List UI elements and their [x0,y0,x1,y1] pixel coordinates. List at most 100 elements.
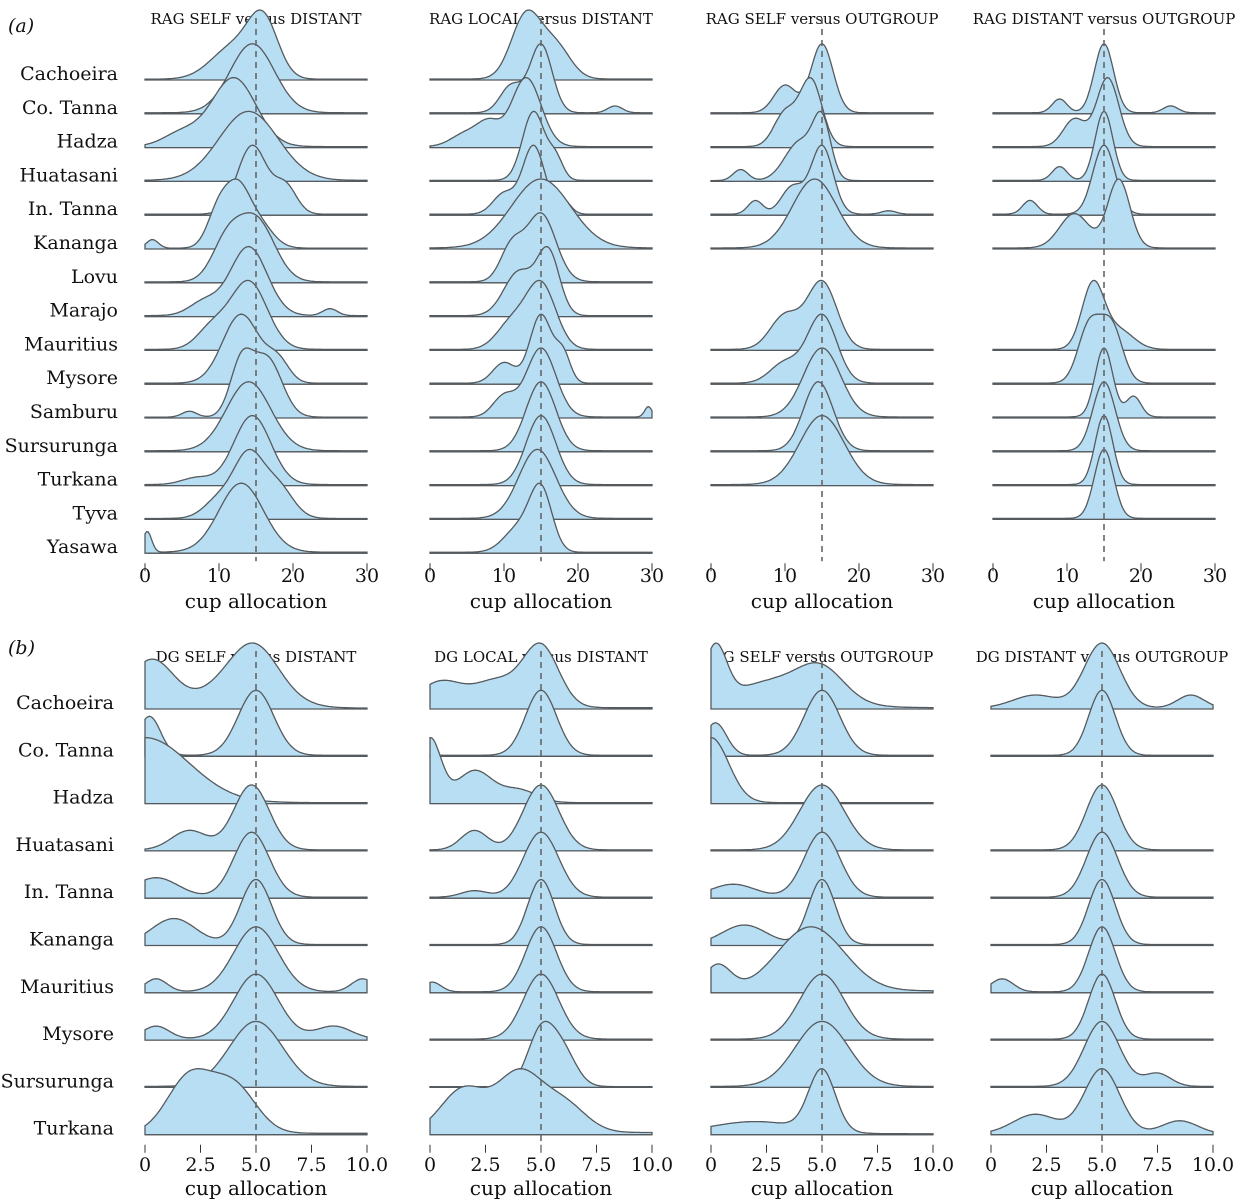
x-axis-label: cup allocation [751,1176,894,1200]
x-tick-label: 0 [985,1154,997,1176]
ridge-sursurunga [710,1020,934,1089]
x-tick-label: 20 [281,565,305,587]
x-tick-label: 5.0 [526,1154,556,1176]
x-tick-label: 2.5 [185,1154,215,1176]
group-label-mysore: Mysore [42,1023,114,1045]
ridge-co-tanna [144,689,368,757]
ridge-co-tanna [429,689,653,757]
ridge-huatasani [429,110,653,183]
subplot-dg-local-versus-distant: DG LOCAL versus DISTANT02.55.07.510.0cup… [424,642,673,1200]
group-label-marajo: Marajo [49,300,118,322]
x-tick-label: 30 [640,565,664,587]
ridge-kananga [710,878,934,947]
x-tick-label: 2.5 [1031,1154,1061,1176]
x-tick-label: 20 [566,565,590,587]
x-tick-label: 10.0 [1192,1154,1234,1176]
x-tick-label: 0 [424,565,436,587]
group-label-kananga: Kananga [33,232,118,254]
x-tick-label: 20 [1129,565,1153,587]
x-tick-label: 0 [987,565,999,587]
group-label-mauritius: Mauritius [20,976,114,998]
x-tick-label: 5.0 [241,1154,271,1176]
panel-label: (a) [8,15,34,37]
group-label-samburu: Samburu [30,401,118,423]
ridge-turkana [990,1068,1214,1136]
group-label-mauritius: Mauritius [24,333,118,355]
x-tick-label: 5.0 [807,1154,837,1176]
x-tick-label: 10 [773,565,797,587]
group-label-kananga: Kananga [29,929,114,951]
group-label-turkana: Turkana [34,1118,114,1140]
x-axis-label: cup allocation [751,589,894,613]
x-tick-label: 10 [492,565,516,587]
group-label-yasawa: Yasawa [46,536,118,558]
x-tick-label: 0 [139,565,151,587]
x-tick-label: 10 [1055,565,1079,587]
x-tick-label: 0 [139,1154,151,1176]
x-tick-label: 10.0 [912,1154,954,1176]
group-label-hadza: Hadza [57,131,118,153]
ridge-in-tanna [992,144,1216,216]
x-tick-label: 7.5 [1142,1154,1172,1176]
x-tick-label: 30 [355,565,379,587]
group-label-in-tanna: In. Tanna [28,198,118,220]
panel-a: (a) Cachoeira Co. Tanna Hadza Huatasani In. T… [5,9,1236,613]
ridge-sursurunga [990,1020,1214,1089]
x-tick-label: 10 [207,565,231,587]
x-axis-label: cup allocation [470,589,613,613]
subplot-dg-self-versus-distant: DG SELF versus DISTANT02.55.07.510.0cup … [139,642,388,1200]
panel-b: (b) Cachoeira Co. Tanna Hadza Huatasani In. T… [1,637,1235,1200]
x-tick-label: 0 [424,1154,436,1176]
x-tick-label: 30 [921,565,945,587]
x-tick-label: 10.0 [631,1154,673,1176]
group-label-cachoeira: Cachoeira [20,63,118,85]
group-label-turkana: Turkana [38,469,118,491]
group-label-huatasani: Huatasani [20,164,119,186]
group-label-hadza: Hadza [53,787,114,809]
x-tick-label: 7.5 [581,1154,611,1176]
subplot-dg-distant-versus-outgroup: DG DISTANT versus OUTGROUP02.55.07.510.0… [976,642,1234,1200]
ridge-co-tanna [710,689,934,757]
ridge-lovu [144,212,368,284]
x-axis-label: cup allocation [185,1176,328,1200]
x-axis-label: cup allocation [470,1176,613,1200]
x-tick-label: 5.0 [1087,1154,1117,1176]
ridge-kananga [990,878,1214,947]
group-label-co-tanna: Co. Tanna [22,97,118,119]
group-label-in-tanna: In. Tanna [24,881,114,903]
x-tick-label: 20 [847,565,871,587]
x-tick-label: 0 [705,565,717,587]
ridge-sursurunga [429,1020,653,1089]
ridge-in-tanna [144,144,368,216]
ridge-kananga [992,178,1216,250]
group-label-mysore: Mysore [46,367,118,389]
x-tick-label: 10.0 [346,1154,388,1176]
group-label-sursurunga: Sursurunga [5,435,118,457]
x-axis-label: cup allocation [1031,1176,1174,1200]
x-axis-label: cup allocation [1033,589,1176,613]
x-axis-label: cup allocation [185,589,328,613]
ridge-in-tanna [710,144,934,216]
x-tick-label: 2.5 [470,1154,500,1176]
x-tick-label: 7.5 [862,1154,892,1176]
group-label-tyva: Tyva [73,502,118,524]
x-tick-label: 30 [1203,565,1227,587]
ridge-co-tanna [990,689,1214,757]
group-label-cachoeira: Cachoeira [16,692,114,714]
x-tick-label: 7.5 [296,1154,326,1176]
ridge-kananga [429,878,653,947]
group-label-co-tanna: Co. Tanna [18,739,114,761]
x-tick-label: 2.5 [751,1154,781,1176]
group-label-sursurunga: Sursurunga [1,1070,114,1092]
group-label-lovu: Lovu [71,266,118,288]
ridge-kananga [144,878,368,947]
panel-label: (b) [8,637,35,659]
group-label-huatasani: Huatasani [16,834,115,856]
ridge-lovu [429,212,653,284]
